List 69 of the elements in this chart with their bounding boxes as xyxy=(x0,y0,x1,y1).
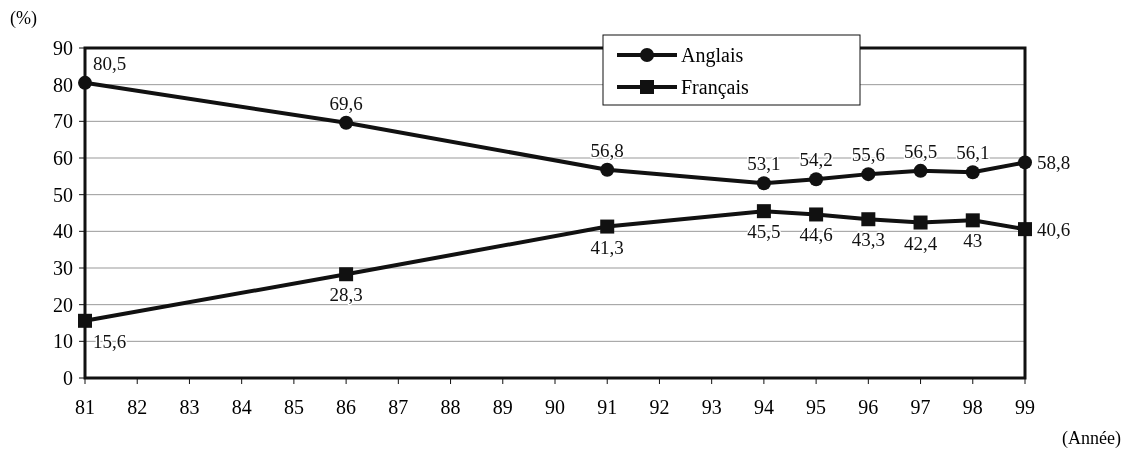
data-label: 40,6 xyxy=(1037,219,1071,241)
x-tick-label: 99 xyxy=(1015,396,1035,418)
legend-label: Français xyxy=(681,76,749,99)
point xyxy=(600,162,615,177)
point xyxy=(1018,155,1032,170)
x-axis-title: (Année) xyxy=(1062,428,1121,449)
point xyxy=(809,207,824,222)
x-tick-label: 89 xyxy=(492,396,513,418)
x-tick-label: 88 xyxy=(440,396,461,418)
x-tick-label: 97 xyxy=(910,396,931,418)
x-tick-label: 95 xyxy=(806,396,827,418)
data-label: 54,2 xyxy=(799,149,833,171)
data-label: 56,1 xyxy=(956,142,990,164)
data-label: 56,8 xyxy=(590,139,624,161)
point xyxy=(965,213,980,228)
x-tick-label: 92 xyxy=(649,396,670,418)
x-tick-label: 87 xyxy=(388,396,409,418)
data-label: 28,3 xyxy=(329,284,363,306)
y-tick-label: 90 xyxy=(53,37,73,59)
data-label: 53,1 xyxy=(747,153,781,175)
x-tick-label: 82 xyxy=(127,396,148,418)
x-tick-label: 94 xyxy=(753,396,774,418)
data-label: 41,3 xyxy=(590,236,624,258)
y-axis-title: (%) xyxy=(10,8,37,29)
point xyxy=(913,215,928,230)
data-label: 69,6 xyxy=(329,92,363,114)
x-tick-label: 90 xyxy=(545,396,565,418)
point xyxy=(756,204,771,219)
data-label: 15,6 xyxy=(93,330,127,352)
data-label: 45,5 xyxy=(747,221,781,243)
x-tick-label: 93 xyxy=(701,396,722,418)
point xyxy=(600,219,615,234)
y-tick-label: 30 xyxy=(53,257,73,279)
point xyxy=(861,212,876,227)
point xyxy=(78,75,92,90)
data-label: 56,5 xyxy=(903,140,938,162)
x-tick-label: 96 xyxy=(858,396,879,418)
x-tick-label: 85 xyxy=(283,396,304,418)
y-tick-label: 70 xyxy=(53,110,73,133)
point xyxy=(339,267,354,282)
data-label: 55,6 xyxy=(851,144,885,166)
point xyxy=(756,176,771,191)
y-tick-label: 60 xyxy=(53,147,73,169)
x-tick-label: 84 xyxy=(231,396,252,418)
data-label: 44,6 xyxy=(799,224,833,246)
point xyxy=(913,163,928,178)
legend-label: Anglais xyxy=(681,44,744,67)
point xyxy=(809,172,824,187)
x-tick-label: 98 xyxy=(962,396,983,418)
x-tick-label: 81 xyxy=(75,396,95,418)
data-label: 43,3 xyxy=(851,229,885,251)
point xyxy=(78,313,92,328)
data-label: 58,8 xyxy=(1037,152,1071,174)
y-tick-label: 0 xyxy=(63,367,73,389)
y-tick-label: 50 xyxy=(53,183,73,206)
y-tick-label: 20 xyxy=(53,293,73,316)
x-tick-label: 86 xyxy=(336,396,357,418)
point xyxy=(339,115,354,130)
point xyxy=(1018,222,1032,237)
y-tick-label: 40 xyxy=(53,220,73,243)
point xyxy=(965,165,980,180)
x-tick-label: 83 xyxy=(179,396,200,418)
y-tick-label: 80 xyxy=(53,73,73,96)
data-label: 43 xyxy=(963,230,983,252)
x-tick-label: 91 xyxy=(597,396,618,418)
data-label: 80,5 xyxy=(93,52,127,74)
y-tick-label: 10 xyxy=(53,330,73,353)
point xyxy=(861,167,876,182)
data-label: 42,4 xyxy=(903,232,938,254)
